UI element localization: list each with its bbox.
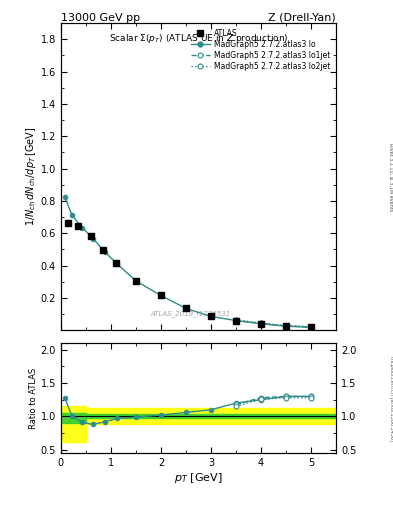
Text: 13000 GeV pp: 13000 GeV pp	[61, 13, 140, 23]
Text: Scalar $\Sigma(p_T)$ (ATLAS UE in $Z$ production): Scalar $\Sigma(p_T)$ (ATLAS UE in $Z$ pr…	[109, 32, 288, 45]
Text: Z (Drell-Yan): Z (Drell-Yan)	[268, 13, 336, 23]
Text: mcplots.cern.ch [arXiv:1306.3436]: mcplots.cern.ch [arXiv:1306.3436]	[389, 356, 393, 440]
Text: ATLAS_2019_I1736531: ATLAS_2019_I1736531	[151, 311, 231, 317]
Legend: ATLAS, MadGraph5 2.7.2.atlas3 lo, MadGraph5 2.7.2.atlas3 lo1jet, MadGraph5 2.7.2: ATLAS, MadGraph5 2.7.2.atlas3 lo, MadGra…	[188, 27, 332, 73]
Text: Rivet 3.1.10, ≥ 3.1M events: Rivet 3.1.10, ≥ 3.1M events	[389, 142, 393, 211]
Y-axis label: Ratio to ATLAS: Ratio to ATLAS	[29, 368, 38, 429]
Y-axis label: $1/N_{\rm ch}\,dN_{\rm ch}/dp_T\,[\rm GeV]$: $1/N_{\rm ch}\,dN_{\rm ch}/dp_T\,[\rm Ge…	[24, 127, 38, 226]
X-axis label: $p_T$ [GeV]: $p_T$ [GeV]	[174, 471, 223, 485]
